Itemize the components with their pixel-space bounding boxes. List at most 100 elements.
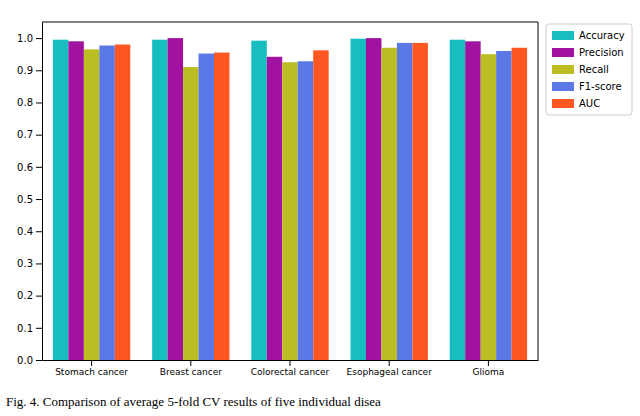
x-axis: Stomach cancer Breast cancer Colorectal ca… — [43, 360, 539, 377]
caption: Fig. 4. Comparison of average 5-fold CV … — [6, 394, 381, 409]
y-axis: 0.0 0.1 0.2 0.3 0.4 0.5 0.6 0.7 0.8 0.9 1.0 — [17, 23, 42, 366]
y-axis-line — [42, 23, 43, 361]
bar-series — [53, 39, 465, 360]
bar — [397, 43, 412, 360]
y-tick-label: 0.3 — [17, 258, 33, 269]
bar — [381, 48, 396, 360]
legend-item: F1-score — [552, 81, 622, 92]
y-tick-mark — [36, 328, 42, 329]
bar — [298, 61, 313, 360]
y-tick: 0.4 — [17, 226, 42, 237]
legend-label: F1-score — [579, 81, 622, 92]
bar — [412, 43, 427, 360]
bar — [313, 50, 328, 360]
y-tick-label: 0.7 — [17, 129, 33, 140]
bar — [282, 62, 297, 360]
y-tick-mark — [36, 360, 42, 361]
y-tick-label: 0.2 — [17, 290, 33, 301]
bar — [53, 40, 68, 360]
bar — [84, 49, 99, 360]
x-tick-mark — [91, 360, 92, 366]
bar — [68, 41, 83, 360]
y-tick: 0.5 — [17, 194, 42, 205]
x-tick-label: Esophageal cancer — [347, 367, 433, 377]
bar — [481, 54, 496, 360]
y-tick-label: 0.4 — [17, 226, 33, 237]
x-tick-mark — [190, 360, 191, 366]
legend-swatch — [552, 82, 574, 91]
x-tick-label: Stomach cancer — [55, 367, 128, 377]
bar — [152, 40, 167, 360]
y-tick-mark — [36, 296, 42, 297]
x-tick-label: Glioma — [473, 367, 505, 377]
bar — [183, 67, 198, 360]
x-tick-label: Colorectal cancer — [251, 367, 330, 377]
bars — [53, 38, 527, 360]
y-tick: 0.9 — [17, 65, 42, 76]
x-tick: Glioma — [473, 360, 505, 377]
y-tick: 0.1 — [17, 323, 42, 334]
y-tick-mark — [36, 135, 42, 136]
x-tick-mark — [488, 360, 489, 366]
x-tick-mark — [290, 360, 291, 366]
y-tick-mark — [36, 263, 42, 264]
legend-swatch — [552, 31, 574, 40]
x-tick: Colorectal cancer — [251, 360, 330, 377]
legend-label: Recall — [579, 64, 609, 75]
y-tick-label: 1.0 — [17, 33, 33, 44]
legend-item: AUC — [552, 98, 600, 109]
y-tick: 1.0 — [17, 33, 42, 44]
y-tick-label: 0.6 — [17, 162, 33, 173]
frame-right — [538, 22, 539, 360]
bar — [115, 45, 130, 360]
bar-series — [68, 38, 480, 360]
y-tick-mark — [36, 38, 42, 39]
bar-series — [99, 43, 511, 360]
bar — [351, 39, 366, 360]
legend-item: Accuracy — [552, 30, 625, 41]
legend-label: Accuracy — [579, 30, 625, 41]
bar-series — [115, 43, 527, 360]
legend-item: Precision — [552, 47, 624, 58]
legend-swatch — [552, 65, 574, 74]
bar — [496, 51, 511, 360]
y-tick-mark — [36, 70, 42, 71]
y-tick: 0.0 — [17, 355, 42, 366]
bar — [465, 41, 480, 360]
legend-item: Recall — [552, 64, 609, 75]
bar — [251, 41, 266, 360]
y-tick: 0.6 — [17, 162, 42, 173]
y-tick-label: 0.1 — [17, 323, 33, 334]
x-tick-mark — [389, 360, 390, 366]
y-tick-mark — [36, 102, 42, 103]
frame-top — [42, 22, 538, 23]
plot: 0.0 0.1 0.2 0.3 0.4 0.5 0.6 0.7 0.8 0.9 1.0 Stomach… — [17, 22, 538, 377]
x-tick: Stomach cancer — [55, 360, 128, 377]
y-tick-mark — [36, 231, 42, 232]
y-tick: 0.2 — [17, 290, 42, 301]
legend-swatch — [552, 48, 574, 57]
x-tick: Breast cancer — [160, 360, 222, 377]
y-tick-label: 0.9 — [17, 65, 33, 76]
y-tick-label: 0.8 — [17, 97, 33, 108]
y-tick-label: 0.5 — [17, 194, 33, 205]
legend-label: AUC — [579, 98, 600, 109]
bar — [168, 38, 183, 360]
bar — [267, 57, 282, 360]
bar — [199, 54, 214, 360]
bar — [214, 53, 229, 360]
x-tick-label: Breast cancer — [160, 367, 222, 377]
y-tick-mark — [36, 199, 42, 200]
bar — [450, 40, 465, 360]
y-tick-mark — [36, 167, 42, 168]
x-tick: Esophageal cancer — [347, 360, 433, 377]
bar — [366, 38, 381, 360]
y-tick: 0.7 — [17, 129, 42, 140]
legend-swatch — [552, 99, 574, 108]
legend: Accuracy Precision Recall F1-score AUC — [546, 24, 632, 115]
legend-box — [546, 24, 632, 115]
bar — [99, 45, 114, 360]
y-tick: 0.8 — [17, 97, 42, 108]
frame — [42, 22, 538, 360]
y-tick: 0.3 — [17, 258, 42, 269]
